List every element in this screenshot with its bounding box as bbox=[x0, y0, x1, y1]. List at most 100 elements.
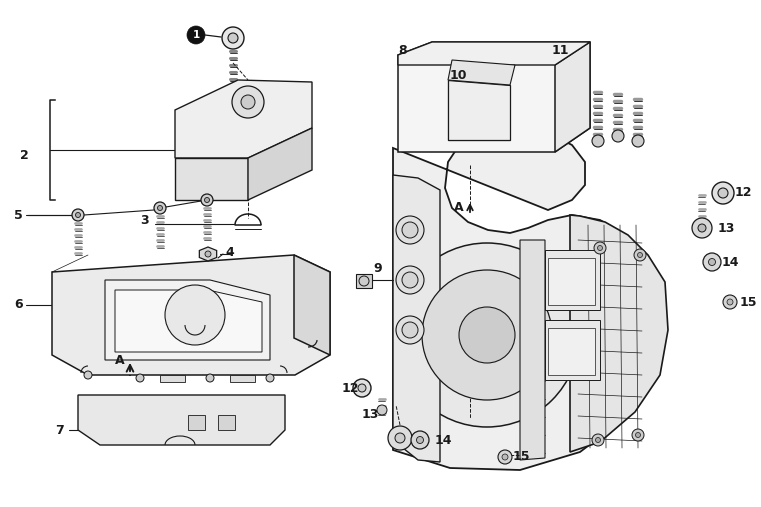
Polygon shape bbox=[188, 415, 205, 430]
Circle shape bbox=[241, 95, 255, 109]
Polygon shape bbox=[448, 60, 515, 85]
Circle shape bbox=[411, 431, 429, 449]
Text: 9: 9 bbox=[373, 262, 381, 274]
Circle shape bbox=[205, 251, 211, 257]
Text: 14: 14 bbox=[435, 433, 453, 447]
Circle shape bbox=[395, 243, 579, 427]
Circle shape bbox=[727, 299, 733, 305]
Polygon shape bbox=[570, 215, 668, 452]
Circle shape bbox=[708, 259, 715, 266]
Circle shape bbox=[205, 198, 209, 202]
Text: 5: 5 bbox=[14, 208, 23, 222]
Text: 14: 14 bbox=[722, 256, 740, 269]
Circle shape bbox=[388, 426, 412, 450]
Circle shape bbox=[703, 253, 721, 271]
Circle shape bbox=[232, 86, 264, 118]
Text: 15: 15 bbox=[513, 451, 530, 463]
Circle shape bbox=[635, 432, 641, 438]
Circle shape bbox=[359, 276, 369, 286]
Polygon shape bbox=[294, 255, 330, 355]
Circle shape bbox=[222, 27, 244, 49]
Text: 4: 4 bbox=[225, 245, 234, 259]
Text: 1: 1 bbox=[193, 30, 199, 40]
Circle shape bbox=[402, 272, 418, 288]
Polygon shape bbox=[78, 395, 285, 445]
Circle shape bbox=[402, 222, 418, 238]
Polygon shape bbox=[160, 375, 185, 382]
Circle shape bbox=[502, 454, 508, 460]
Polygon shape bbox=[175, 80, 312, 158]
Circle shape bbox=[154, 202, 166, 214]
Polygon shape bbox=[230, 375, 255, 382]
Polygon shape bbox=[115, 290, 262, 352]
Circle shape bbox=[712, 182, 734, 204]
Circle shape bbox=[718, 188, 728, 198]
Circle shape bbox=[416, 437, 424, 444]
Text: 7: 7 bbox=[55, 423, 64, 437]
Polygon shape bbox=[199, 247, 217, 261]
Circle shape bbox=[402, 322, 418, 338]
Circle shape bbox=[158, 205, 163, 210]
Polygon shape bbox=[398, 42, 590, 65]
Polygon shape bbox=[218, 415, 235, 430]
Text: 12: 12 bbox=[735, 186, 753, 199]
Circle shape bbox=[459, 307, 515, 363]
Circle shape bbox=[638, 252, 642, 258]
Polygon shape bbox=[52, 255, 330, 375]
Polygon shape bbox=[520, 240, 545, 460]
Circle shape bbox=[592, 135, 604, 147]
Polygon shape bbox=[545, 320, 600, 380]
Polygon shape bbox=[398, 42, 590, 152]
Text: 11: 11 bbox=[552, 44, 569, 56]
Polygon shape bbox=[248, 128, 312, 200]
Circle shape bbox=[206, 374, 214, 382]
Circle shape bbox=[201, 194, 213, 206]
Circle shape bbox=[84, 371, 92, 379]
Text: 10: 10 bbox=[450, 68, 467, 82]
Text: 6: 6 bbox=[14, 299, 23, 311]
Polygon shape bbox=[545, 250, 600, 310]
Text: 13: 13 bbox=[718, 222, 735, 235]
Circle shape bbox=[634, 249, 646, 261]
Circle shape bbox=[353, 379, 371, 397]
Text: 13: 13 bbox=[362, 409, 380, 421]
Text: A: A bbox=[454, 200, 463, 213]
Text: A: A bbox=[115, 353, 125, 367]
Text: 2: 2 bbox=[20, 149, 29, 162]
Circle shape bbox=[395, 433, 405, 443]
Circle shape bbox=[396, 266, 424, 294]
Text: 12: 12 bbox=[342, 381, 359, 394]
Circle shape bbox=[723, 295, 737, 309]
Polygon shape bbox=[105, 280, 270, 360]
Circle shape bbox=[358, 384, 366, 392]
Polygon shape bbox=[393, 130, 665, 470]
Circle shape bbox=[396, 316, 424, 344]
Circle shape bbox=[266, 374, 274, 382]
Text: 15: 15 bbox=[740, 296, 757, 308]
Circle shape bbox=[592, 434, 604, 446]
Polygon shape bbox=[548, 328, 595, 375]
Circle shape bbox=[597, 245, 603, 250]
Circle shape bbox=[422, 270, 552, 400]
Circle shape bbox=[187, 26, 205, 44]
Circle shape bbox=[165, 285, 225, 345]
Circle shape bbox=[698, 224, 706, 232]
Circle shape bbox=[396, 216, 424, 244]
Circle shape bbox=[594, 242, 606, 254]
Polygon shape bbox=[548, 258, 595, 305]
Circle shape bbox=[596, 438, 600, 443]
Polygon shape bbox=[175, 158, 248, 200]
Circle shape bbox=[632, 135, 644, 147]
Circle shape bbox=[72, 209, 84, 221]
Polygon shape bbox=[393, 175, 440, 462]
Text: 3: 3 bbox=[140, 213, 148, 227]
Circle shape bbox=[612, 130, 624, 142]
Circle shape bbox=[632, 429, 644, 441]
Circle shape bbox=[75, 212, 81, 218]
Circle shape bbox=[228, 33, 238, 43]
Circle shape bbox=[377, 405, 387, 415]
Circle shape bbox=[498, 450, 512, 464]
Polygon shape bbox=[448, 80, 510, 140]
Circle shape bbox=[692, 218, 712, 238]
Text: 8: 8 bbox=[398, 44, 406, 56]
